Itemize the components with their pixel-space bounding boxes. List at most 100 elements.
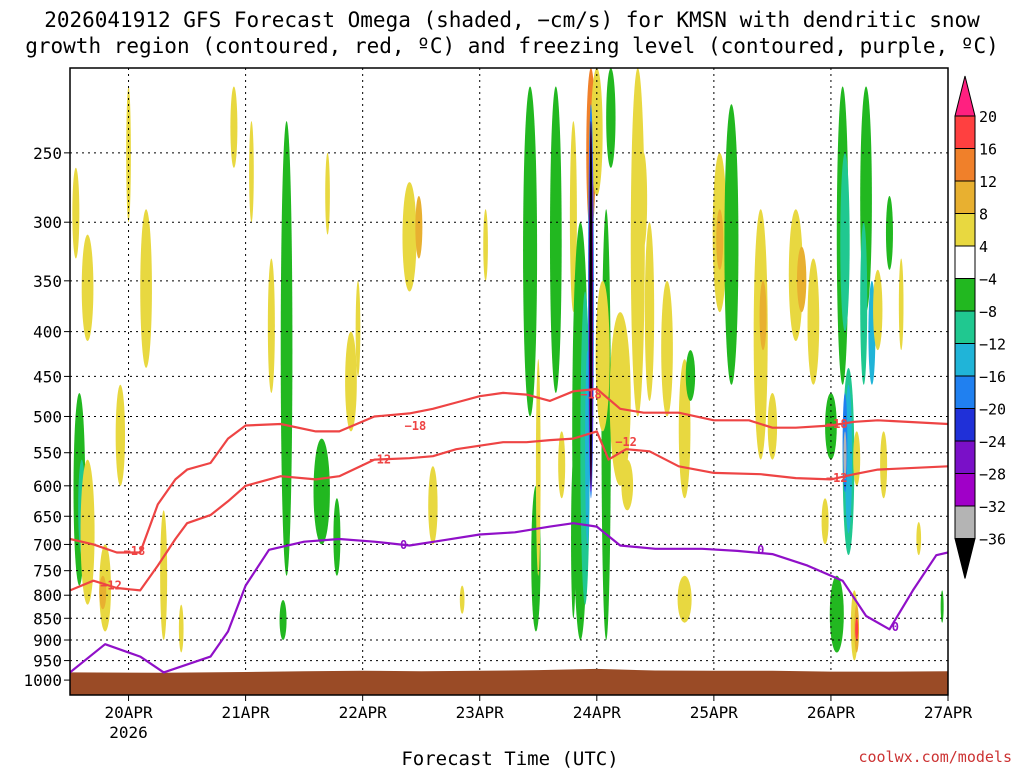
omega-shade-2	[80, 459, 95, 605]
omega-shade-63	[821, 498, 829, 545]
omega-shade-49	[640, 152, 648, 247]
x-tick-label-3: 23APR	[456, 703, 505, 722]
omega-shade-21	[355, 280, 361, 377]
dgz-minus-12-label-2: −12	[615, 435, 637, 449]
omega-shade-18	[333, 498, 341, 576]
omega-shade-73	[860, 222, 868, 385]
dgz-minus-12-label-0: −12	[100, 579, 122, 593]
colorbar-box-9	[954, 408, 976, 442]
colorbar-label-1: 16	[979, 141, 997, 159]
colorbar-box-10	[954, 440, 976, 474]
axes: 250 300 350 400 450 500 550 600 650 700 750 800 850 9…	[23, 144, 972, 742]
x-tick-label-2: 22APR	[339, 703, 388, 722]
x-tick-label-7: 27APR	[924, 703, 973, 722]
colorbar-label-7: −12	[979, 336, 1006, 354]
omega-shade-56	[724, 104, 739, 385]
omega-shade-58	[759, 280, 767, 351]
omega-shade-27	[523, 86, 538, 417]
omega-shade-67	[840, 152, 850, 332]
omega-shade-50	[661, 280, 673, 417]
colorbar-box-7	[954, 343, 976, 377]
omega-shade-32	[569, 121, 577, 313]
omega-shade-24	[428, 466, 438, 545]
omega-shade-11	[178, 604, 184, 653]
dgz-minus-18-line	[70, 387, 948, 554]
colorbar-label-3: 8	[979, 206, 988, 224]
omega-shade-44	[589, 121, 593, 486]
colorbar: 20 16 12 8 4 −4 −8 −12 −16 −20 −24 −28 −32 −36	[954, 75, 1006, 579]
colorbar-box-8	[954, 375, 976, 409]
omega-shade-81	[885, 195, 893, 270]
contours: −18 −18 −18 −18 −12 −12 −12 −12 0 0 0	[70, 387, 948, 674]
x-tick-label-5: 25APR	[690, 703, 739, 722]
y-tick-label-550: 550	[33, 444, 62, 463]
omega-shade-22	[402, 182, 417, 292]
omega-shade-45	[609, 312, 631, 486]
y-tick-label-300: 300	[33, 213, 62, 232]
x-tick-label-6: 26APR	[807, 703, 856, 722]
y-tick-label-400: 400	[33, 323, 62, 342]
colorbar-label-0: 20	[979, 108, 997, 126]
colorbar-top-arrow	[954, 75, 976, 117]
dgz-minus-18-label-1: −18	[405, 419, 427, 433]
dgz-minus-12-label-3: −12	[826, 471, 848, 485]
colorbar-label-12: −32	[979, 498, 1006, 516]
omega-shade-47	[630, 68, 645, 417]
colorbar-bottom-arrow	[954, 538, 976, 579]
credit-link[interactable]: coolwx.com/models	[858, 748, 1012, 766]
omega-shade-14	[280, 121, 293, 576]
colorbar-box-0	[954, 115, 976, 149]
colorbar-box-4	[954, 245, 976, 279]
omega-shade-31	[558, 431, 566, 499]
colorbar-label-11: −28	[979, 466, 1006, 484]
y-tick-label-850: 850	[33, 609, 62, 628]
omega-shade-60	[788, 209, 803, 342]
omega-shade-41	[606, 68, 616, 168]
omega-shade-19	[325, 152, 330, 235]
colorbar-box-11	[954, 473, 976, 507]
y-tick-label-950: 950	[33, 652, 62, 671]
freezing-level-0-line	[70, 522, 948, 674]
chart-title-line-1: 2026041912 GFS Forecast Omega (shaded, −…	[44, 8, 980, 32]
freezing-level-0-label-2: 0	[892, 620, 899, 634]
grid-lines	[70, 68, 948, 695]
y-tick-label-800: 800	[33, 586, 62, 605]
y-tick-label-700: 700	[33, 535, 62, 554]
omega-shade-80	[880, 431, 888, 499]
y-tick-label-650: 650	[33, 507, 62, 526]
omega-shade-12	[230, 86, 238, 168]
omega-shading	[72, 68, 944, 661]
colorbar-box-5	[954, 278, 976, 312]
omega-shade-62	[807, 258, 820, 385]
y-tick-label-500: 500	[33, 407, 62, 426]
omega-shade-30	[549, 86, 562, 393]
omega-shade-26	[483, 209, 488, 281]
omega-shade-13	[249, 121, 254, 223]
omega-shade-38	[590, 68, 603, 196]
omega-shade-52	[677, 575, 692, 623]
omega-shade-16	[279, 599, 287, 641]
freezing-level-0-label-1: 0	[757, 543, 764, 557]
ground-terrain	[70, 668, 948, 695]
omega-shade-55	[716, 209, 724, 270]
x-tick-label-4: 24APR	[573, 703, 622, 722]
omega-shade-75	[853, 431, 861, 486]
x-tick-sublabel-0: 2026	[109, 723, 148, 742]
omega-shade-40	[595, 280, 610, 432]
plot-background	[70, 68, 948, 695]
omega-shade-17	[313, 438, 330, 545]
omega-shade-6	[81, 234, 94, 342]
y-tick-label-750: 750	[33, 562, 62, 581]
y-tick-label-600: 600	[33, 477, 62, 496]
plot-frame	[69, 67, 949, 696]
y-tick-label-250: 250	[33, 144, 62, 163]
omega-shade-8	[115, 384, 126, 486]
ground-layer	[70, 668, 948, 695]
chart-title-line-2: growth region (contoured, red, ºC) and f…	[25, 34, 999, 58]
omega-shade-7	[160, 510, 168, 641]
y-tick-label-1000: 1000	[23, 671, 62, 690]
omega-shade-83	[916, 522, 922, 556]
dgz-minus-12-line	[70, 430, 948, 592]
x-tick-label-1: 21APR	[222, 703, 271, 722]
